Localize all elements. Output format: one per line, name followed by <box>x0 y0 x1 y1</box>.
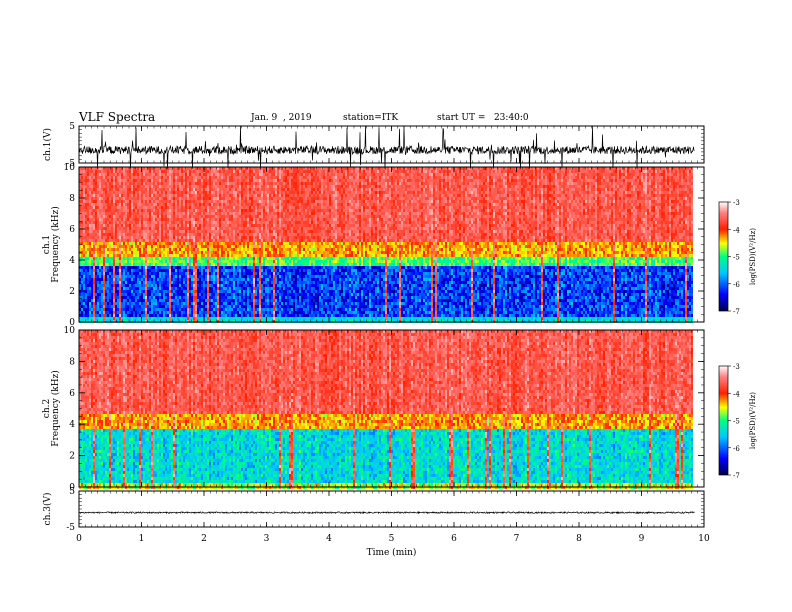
colorbar-tick-label: -4 <box>733 390 740 398</box>
colorbar-tick-label: -6 <box>733 281 740 289</box>
y-tick-label: 10 <box>64 326 76 336</box>
y-tick-label: 2 <box>69 287 75 297</box>
y-tick-label: 10 <box>64 163 76 173</box>
y-tick-label: 6 <box>69 225 75 235</box>
y-tick-label: 5 <box>69 122 75 132</box>
spectrogram-1 <box>79 167 693 323</box>
x-tick-label: 6 <box>451 534 457 544</box>
colorbar-tick-label: -3 <box>733 199 740 207</box>
y-tick-label: 6 <box>69 389 75 399</box>
x-tick-label: 1 <box>139 534 145 544</box>
y-tick-label: 2 <box>69 452 75 462</box>
x-tick-label: 10 <box>698 534 710 544</box>
x-tick-label: 2 <box>201 534 207 544</box>
x-tick-label: 4 <box>326 534 332 544</box>
colorbar-label: log(PSD)(V²/Hz) <box>749 228 757 285</box>
x-axis-label: Time (min) <box>367 547 417 558</box>
y-tick-label: 4 <box>69 420 75 430</box>
x-tick-label: 0 <box>76 534 82 544</box>
x-tick-label: 8 <box>576 534 582 544</box>
colorbar <box>719 366 728 475</box>
y-axis-label: Frequency (kHz) <box>50 206 61 283</box>
colorbar-tick-label: -6 <box>733 445 740 453</box>
y-tick-label: 4 <box>69 256 75 266</box>
y-axis-label: ch.3(V) <box>42 493 53 526</box>
panel-frame <box>79 126 704 163</box>
waveform-line-ch3 <box>79 512 695 513</box>
x-tick-label: 7 <box>514 534 520 544</box>
x-tick-label: 5 <box>389 534 395 544</box>
colorbar <box>719 202 728 311</box>
y-tick-label: -5 <box>66 523 75 533</box>
y-tick-label: 5 <box>69 487 75 497</box>
y-tick-label: 8 <box>69 357 75 367</box>
x-tick-label: 3 <box>264 534 270 544</box>
spectrogram-2 <box>79 330 693 489</box>
colorbar-tick-label: -3 <box>733 363 740 371</box>
colorbar-tick-label: -5 <box>733 254 740 262</box>
colorbar-tick-label: -7 <box>733 472 740 480</box>
y-axis-label: Frequency (kHz) <box>50 370 61 447</box>
panel-frame <box>79 491 704 527</box>
colorbar-tick-label: -5 <box>733 418 740 426</box>
colorbar-tick-label: -4 <box>733 226 740 234</box>
y-axis-label: ch.1(V) <box>42 128 53 161</box>
x-tick-label: 9 <box>639 534 645 544</box>
waveform-line-ch1 <box>79 126 695 169</box>
colorbar-tick-label: -7 <box>733 308 740 316</box>
colorbar-label: log(PSD)(V²/Hz) <box>749 392 757 449</box>
y-tick-label: 8 <box>69 194 75 204</box>
